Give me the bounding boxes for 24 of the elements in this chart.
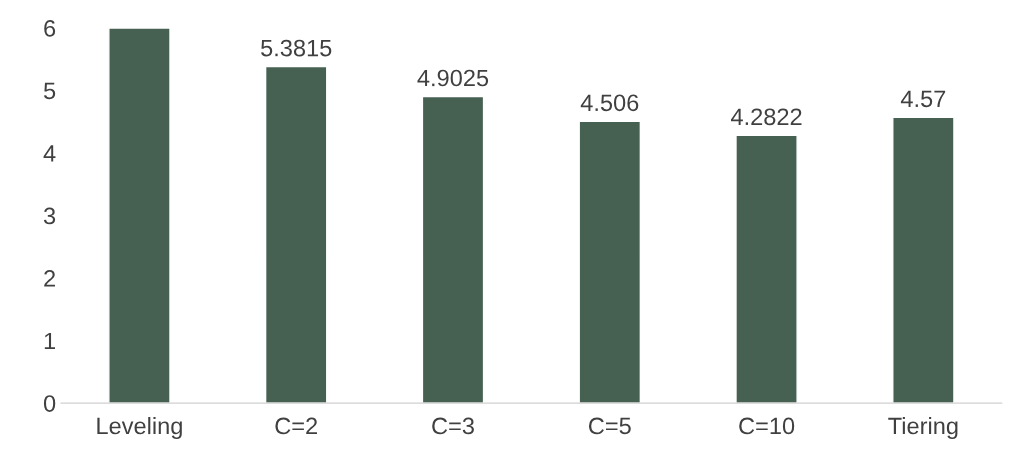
bar [108, 27, 171, 404]
y-tick-label: 3 [43, 207, 56, 225]
data-label: 4.9025 [417, 69, 489, 87]
x-tick-label: Tiering [888, 416, 958, 439]
data-label: 4.2822 [731, 108, 802, 126]
bar [892, 116, 955, 404]
bar [264, 65, 328, 404]
x-tick-label: C=3 [432, 417, 474, 435]
y-tick-label: 2 [44, 270, 55, 287]
x-tick-label: Leveling [97, 416, 182, 439]
data-label: 4.57 [900, 90, 946, 108]
y-tick-label: 1 [44, 332, 56, 350]
data-label: 4.506 [580, 94, 639, 112]
x-tick-label: C=5 [588, 417, 631, 435]
y-tick-label: 6 [44, 20, 56, 37]
y-tick-label: 5 [43, 82, 56, 100]
y-tick-label: 0 [43, 395, 56, 412]
bar [735, 134, 798, 404]
y-tick-label: 4 [43, 145, 56, 162]
bar [578, 120, 642, 404]
x-tick-label: C=2 [275, 417, 317, 435]
bar [421, 95, 485, 404]
x-tick-label: C=10 [739, 417, 795, 435]
data-label: 5.3815 [261, 39, 332, 57]
